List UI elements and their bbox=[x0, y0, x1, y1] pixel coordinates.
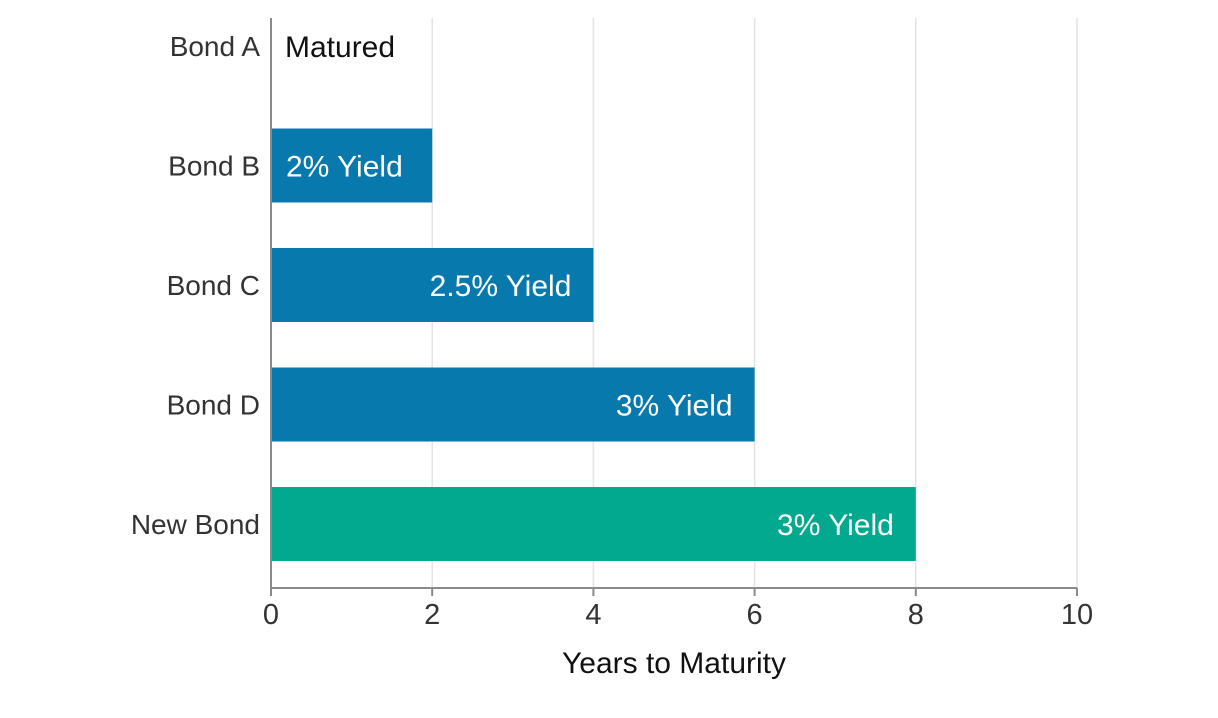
category-labels: Bond A Bond B Bond C Bond D New Bond bbox=[131, 31, 261, 540]
category-label-new-bond: New Bond bbox=[131, 509, 260, 540]
bar-label-bond-b: 2% Yield bbox=[286, 151, 403, 184]
bar-label-bond-d: 3% Yield bbox=[616, 390, 733, 423]
category-label-bond-d: Bond D bbox=[167, 390, 260, 421]
x-tick-label-8: 8 bbox=[908, 599, 924, 631]
bar-label-bond-c: 2.5% Yield bbox=[430, 270, 572, 303]
x-tick-label-2: 2 bbox=[424, 599, 440, 631]
axes bbox=[270, 18, 1077, 589]
x-tick-label-4: 4 bbox=[585, 599, 601, 631]
bar-bond-b bbox=[271, 128, 433, 203]
bar-labels: Matured 2% Yield 2.5% Yield 3% Yield 3% Yiel… bbox=[285, 31, 894, 542]
category-label-bond-b: Bond B bbox=[168, 151, 260, 182]
x-tick-labels: 0 2 4 6 8 10 bbox=[263, 588, 1093, 631]
x-tick-label-0: 0 bbox=[263, 599, 279, 631]
x-tick-label-6: 6 bbox=[747, 599, 763, 631]
bar-label-bond-a: Matured bbox=[285, 31, 395, 64]
bar-new-bond bbox=[271, 487, 916, 561]
bar-bond-d bbox=[271, 367, 755, 442]
x-tick-label-10: 10 bbox=[1061, 599, 1093, 631]
bar-bond-c bbox=[271, 248, 594, 322]
category-label-bond-c: Bond C bbox=[167, 270, 260, 301]
category-label-bond-a: Bond A bbox=[170, 31, 261, 62]
bars bbox=[271, 128, 916, 561]
x-axis-title: Years to Maturity bbox=[562, 647, 786, 680]
bar-label-new-bond: 3% Yield bbox=[777, 509, 894, 542]
